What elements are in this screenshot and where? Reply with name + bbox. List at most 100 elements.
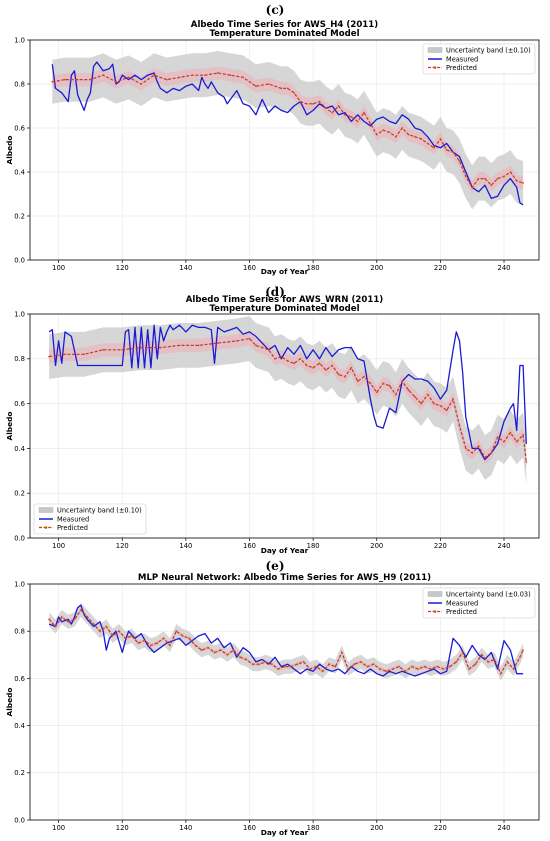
predicted-point [153, 74, 156, 77]
predicted-point [522, 182, 524, 184]
predicted-point [407, 133, 410, 136]
measured-series-line [48, 604, 524, 677]
predicted-point [169, 644, 171, 647]
predicted-point [423, 665, 426, 668]
predicted-point [315, 665, 318, 668]
predicted-point [99, 630, 101, 633]
predicted-point [519, 656, 521, 659]
predicted-point [312, 102, 314, 105]
x-axis-label: Day of Year [261, 546, 309, 555]
predicted-point [130, 635, 133, 637]
predicted-point [197, 344, 200, 347]
predicted-point [350, 116, 353, 118]
plot-frame [29, 583, 540, 821]
panel-label: (c) [266, 3, 285, 17]
predicted-point [496, 436, 499, 439]
x-tick-label: 120 [116, 542, 129, 550]
y-axis-label: Albedo [5, 136, 14, 165]
x-tick-label: 140 [179, 542, 192, 550]
predicted-point [394, 135, 397, 138]
predicted-point [267, 83, 270, 85]
legend-box [422, 587, 536, 619]
predicted-point [245, 658, 248, 661]
predicted-point [493, 658, 496, 661]
y-axis-label: Albedo [5, 688, 14, 717]
predicted-point [261, 346, 264, 349]
predicted-point [293, 362, 295, 365]
predicted-point [369, 382, 372, 385]
y-tick-label: 0.0 [14, 816, 25, 824]
legend-predicted-marker [433, 610, 437, 613]
predicted-point [449, 665, 451, 668]
y-tick-label: 0.6 [14, 675, 25, 683]
predicted-point [471, 186, 474, 189]
y-tick-label: 0.4 [14, 168, 25, 176]
predicted-point [439, 138, 442, 140]
predicted-point [464, 447, 467, 450]
predicted-point [522, 649, 524, 651]
predicted-point [360, 661, 362, 663]
legend-band-swatch [38, 507, 54, 513]
legend-band-label: Uncertainty band (±0.03) [446, 591, 531, 599]
predicted-point [318, 100, 321, 103]
predicted-point [264, 661, 267, 663]
predicted-point [344, 375, 346, 378]
x-tick-label: 240 [498, 542, 511, 550]
y-tick-label: 0.6 [14, 400, 25, 408]
x-axis-label: Day of Year [261, 267, 309, 276]
predicted-series-line [48, 609, 524, 676]
predicted-point [51, 80, 54, 83]
predicted-point [267, 348, 270, 351]
predicted-point [525, 460, 528, 463]
predicted-point [417, 668, 419, 670]
predicted-point [385, 670, 388, 673]
predicted-point [277, 668, 279, 670]
predicted-point [140, 346, 143, 349]
x-tick-label: 180 [307, 264, 320, 272]
predicted-point [255, 344, 257, 347]
predicted-point [458, 160, 461, 162]
predicted-point [426, 142, 429, 145]
legend-band-label: Uncertainty band (±0.10) [57, 507, 142, 515]
predicted-point [188, 637, 191, 640]
predicted-point [325, 369, 327, 371]
predicted-point [496, 177, 499, 180]
predicted-inner-band [49, 607, 524, 676]
x-axis-label: Day of Year [261, 828, 309, 837]
predicted-point [394, 393, 397, 396]
predicted-point [344, 113, 346, 116]
predicted-point [452, 398, 454, 400]
predicted-point [235, 340, 238, 342]
predicted-point [299, 357, 302, 360]
predicted-point [506, 661, 509, 663]
y-tick-label: 0.0 [14, 534, 25, 542]
y-tick-label: 0.8 [14, 628, 25, 636]
predicted-point [388, 131, 391, 134]
predicted-point [143, 639, 146, 642]
predicted-point [274, 357, 276, 360]
predicted-point [414, 135, 416, 138]
y-tick-label: 1.0 [14, 310, 25, 318]
legend-box [422, 43, 536, 75]
predicted-point [372, 663, 375, 666]
predicted-point [442, 668, 445, 670]
y-tick-label: 0.0 [14, 256, 25, 264]
predicted-point [137, 642, 140, 644]
predicted-point [286, 87, 289, 90]
predicted-point [165, 78, 168, 81]
predicted-point [331, 111, 334, 114]
predicted-point [388, 384, 391, 387]
panel-label: (e) [266, 559, 285, 573]
legend-band-label: Uncertainty band (±0.10) [446, 47, 531, 55]
predicted-point [239, 656, 241, 659]
panel-label: (d) [265, 285, 285, 299]
y-tick-label: 0.2 [14, 212, 25, 220]
legend: Uncertainty band (±0.03)MeasuredPredicte… [422, 587, 536, 619]
predicted-point [67, 620, 70, 623]
x-tick-label: 120 [116, 264, 129, 272]
predicted-point [366, 665, 369, 668]
predicted-point [480, 653, 483, 656]
predicted-point [477, 177, 480, 180]
predicted-point [340, 651, 343, 654]
predicted-point [515, 179, 518, 182]
